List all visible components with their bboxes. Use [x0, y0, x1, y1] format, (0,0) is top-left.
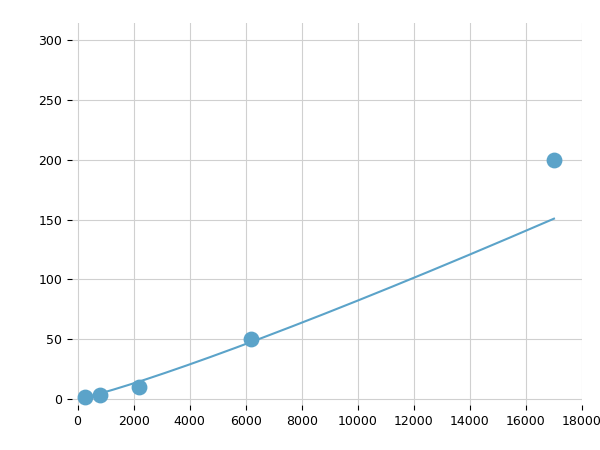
Point	[247, 336, 256, 343]
Point	[80, 393, 89, 400]
Point	[95, 392, 105, 399]
Point	[549, 156, 559, 163]
Point	[134, 383, 144, 391]
